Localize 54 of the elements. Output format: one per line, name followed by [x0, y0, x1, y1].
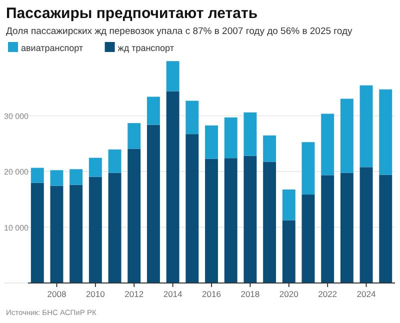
bar: [70, 169, 83, 185]
chart-subtitle: Доля пассажирских жд перевозок упала с 87% в 2007 году до 56% в 2025 году: [6, 26, 353, 37]
bar: [30, 168, 44, 183]
bar: [302, 194, 315, 283]
bar: [30, 182, 44, 283]
bar: [244, 156, 257, 283]
x-tick-label: 2010: [86, 289, 106, 299]
bar: [244, 112, 257, 156]
bar: [128, 148, 141, 283]
bar: [379, 89, 392, 175]
chart-title: Пассажиры предпочитают летать: [6, 5, 258, 22]
y-tick-label: 10 000: [4, 223, 30, 232]
bar: [379, 174, 392, 283]
bar: [282, 220, 296, 283]
bar: [302, 142, 315, 195]
bar: [360, 85, 373, 168]
x-tick-label: 2020: [279, 289, 299, 299]
bar: [321, 114, 334, 176]
x-tick-label: 2018: [240, 289, 260, 299]
x-tick-label: 2012: [124, 289, 144, 299]
bar: [70, 184, 83, 283]
legend-label: авиатранспорт: [21, 43, 84, 53]
y-tick-label: 20 000: [4, 168, 30, 176]
bar: [321, 175, 334, 283]
bar: [224, 158, 238, 283]
bar: [224, 117, 238, 158]
x-tick-label: 2022: [318, 289, 338, 299]
x-tick-label: 2008: [47, 289, 66, 299]
bar: [166, 61, 180, 92]
bar: [205, 158, 218, 283]
bar: [340, 98, 354, 173]
bar: [108, 149, 122, 173]
bar: [108, 172, 122, 283]
y-tick-label: 30 000: [4, 112, 30, 121]
x-tick-label: 2016: [202, 289, 222, 299]
bar: [88, 176, 102, 283]
bar: [166, 91, 180, 283]
bar: [50, 186, 64, 283]
bar: [205, 125, 218, 159]
bar: [186, 134, 199, 283]
bar: [146, 124, 160, 283]
bar: [263, 135, 276, 162]
bar: [340, 172, 354, 283]
bar: [360, 167, 373, 283]
bar: [146, 96, 160, 125]
bar: [128, 123, 141, 149]
x-tick-label: 2024: [356, 289, 376, 299]
bar: [88, 158, 102, 177]
bar: [282, 190, 296, 220]
bar: [50, 170, 64, 186]
legend-label: жд транспорт: [118, 43, 174, 53]
bar: [263, 162, 276, 283]
bar: [186, 100, 199, 134]
x-tick-label: 2014: [163, 289, 183, 299]
